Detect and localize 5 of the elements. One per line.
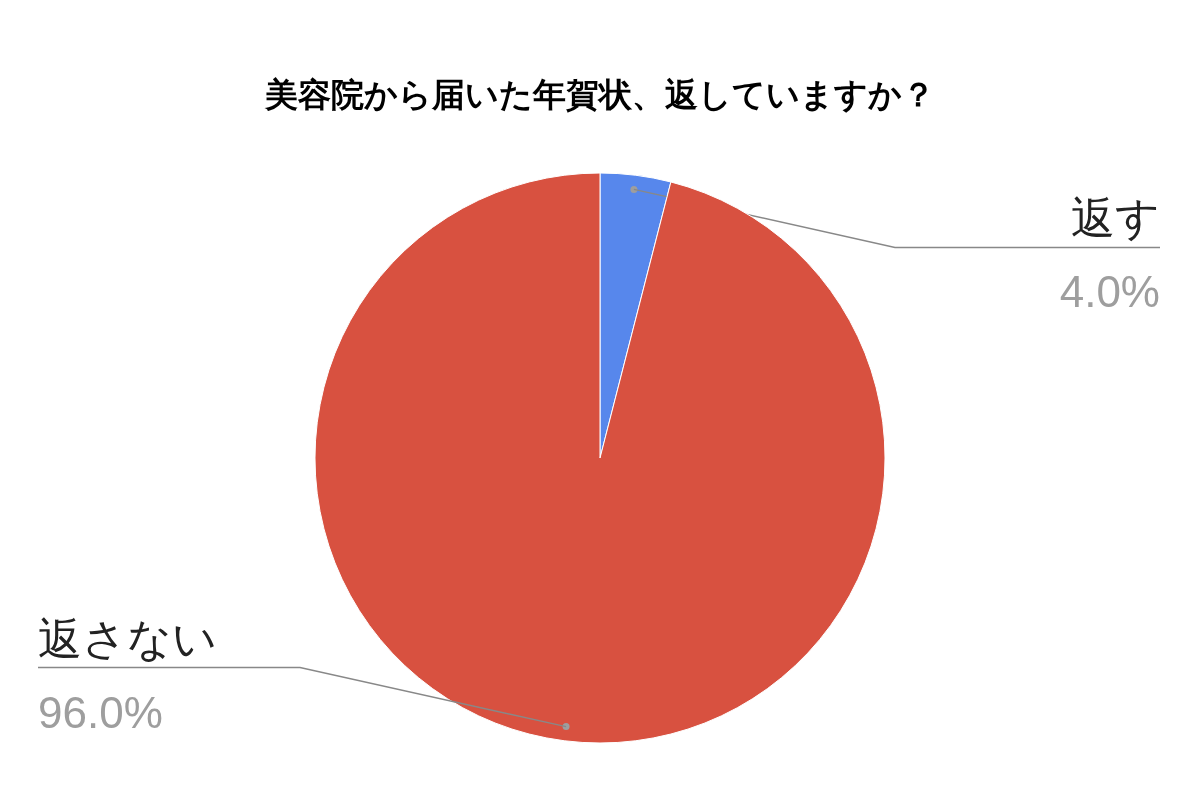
slice-label: 返す (1071, 193, 1160, 243)
data-label: 96.0% (38, 687, 163, 737)
slice-label: 返さない (38, 613, 217, 663)
chart-title: 美容院から届いた年賀状、返していますか？ (264, 76, 935, 113)
data-label: 4.0% (1059, 267, 1160, 317)
